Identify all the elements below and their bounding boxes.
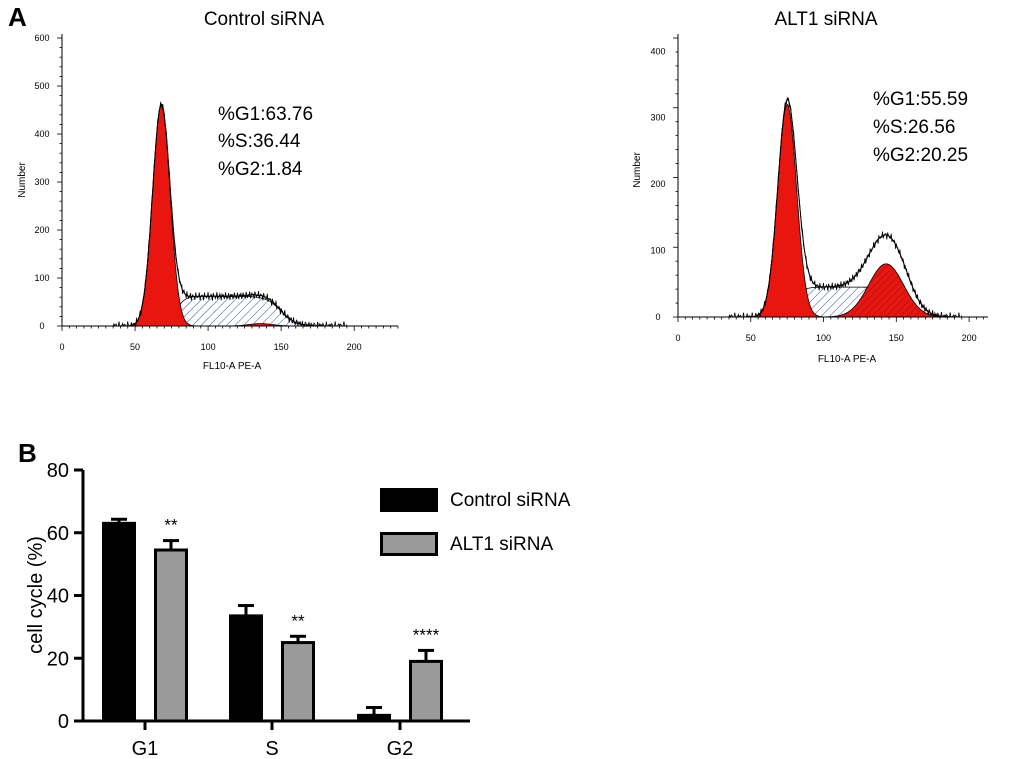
- legend-label-alt1: ALT1 siRNA: [450, 534, 553, 555]
- y-tick-label: 40: [47, 586, 69, 608]
- panel-label-a: A: [8, 2, 27, 32]
- y-tick-label: 0: [655, 312, 660, 322]
- bar-control: [357, 713, 391, 723]
- x-tick-label: S: [265, 738, 278, 759]
- bar-alt1: [409, 659, 443, 723]
- data-line: [728, 96, 963, 319]
- y-tick-label: 100: [34, 273, 49, 283]
- x-tick-label: 50: [130, 342, 140, 352]
- s-percent: %S:26.56: [873, 117, 955, 138]
- x-tick-label: 150: [889, 333, 904, 343]
- legend-swatch-alt1: [380, 532, 438, 556]
- x-tick-label: 100: [816, 333, 831, 343]
- significance-label: **: [291, 611, 305, 630]
- x-tick-label: G2: [387, 738, 414, 759]
- alt1-histogram: ALT1 siRNA Number FL10-A PE-A %G1:55.59 …: [632, 9, 988, 365]
- x-axis-label: FL10-A PE-A: [203, 361, 262, 372]
- bar-control: [102, 521, 136, 723]
- y-tick-label: 20: [47, 648, 69, 670]
- y-tick-label: 100: [650, 246, 665, 256]
- x-tick-label: 150: [274, 342, 289, 352]
- histogram-title: ALT1 siRNA: [774, 9, 877, 30]
- s-percent: %S:36.44: [218, 131, 301, 152]
- x-tick-label: G1: [132, 738, 159, 759]
- bar-control: [229, 614, 263, 723]
- cell-cycle-bar-chart: cell cycle (%) 0 20 40 60 80 G1 ** S ** G2 **** Co…: [25, 460, 571, 759]
- significance-label: **: [164, 516, 178, 535]
- x-tick-label: 200: [347, 342, 362, 352]
- y-tick-label: 0: [58, 711, 69, 733]
- y-axis-label: Number: [17, 162, 28, 198]
- x-axis-label: FL10-A PE-A: [818, 354, 877, 365]
- x-tick-label: 0: [59, 342, 64, 352]
- y-tick-label: 300: [34, 177, 49, 187]
- g2-percent: %G2:20.25: [873, 145, 968, 166]
- y-tick-label: 80: [47, 460, 69, 482]
- y-tick-label: 60: [47, 523, 69, 545]
- y-axis-label: cell cycle (%): [25, 536, 47, 654]
- g1-peak: [736, 103, 825, 318]
- y-tick-label: 500: [34, 81, 49, 91]
- legend-swatch-control: [380, 488, 438, 512]
- bar-alt1: [154, 548, 188, 723]
- histogram-title: Control siRNA: [204, 9, 325, 30]
- y-axis-label: Number: [632, 152, 643, 188]
- control-histogram: Control siRNA Number FL10-A PE-A %G1:63.…: [17, 9, 399, 372]
- bar-alt1: [281, 641, 315, 723]
- panel-label-b: B: [18, 438, 37, 468]
- x-tick-label: 100: [201, 342, 216, 352]
- x-tick-label: 200: [962, 333, 977, 343]
- y-tick-label: 400: [650, 46, 665, 56]
- y-tick-label: 600: [34, 33, 49, 43]
- x-tick-label: 0: [675, 333, 680, 343]
- g2-percent: %G2:1.84: [218, 159, 303, 180]
- g1-percent: %G1:63.76: [218, 104, 313, 125]
- legend: Control siRNA ALT1 siRNA: [380, 488, 571, 556]
- g1-peak: [120, 104, 209, 327]
- y-tick-label: 400: [34, 129, 49, 139]
- y-tick-label: 300: [650, 113, 665, 123]
- y-tick-label: 200: [650, 179, 665, 189]
- y-tick-label: 200: [34, 225, 49, 235]
- significance-label: ****: [413, 625, 440, 644]
- x-tick-label: 50: [746, 333, 756, 343]
- legend-label-control: Control siRNA: [450, 490, 571, 511]
- g1-percent: %G1:55.59: [873, 89, 968, 110]
- y-tick-label: 0: [39, 321, 44, 331]
- data-line: [112, 101, 348, 328]
